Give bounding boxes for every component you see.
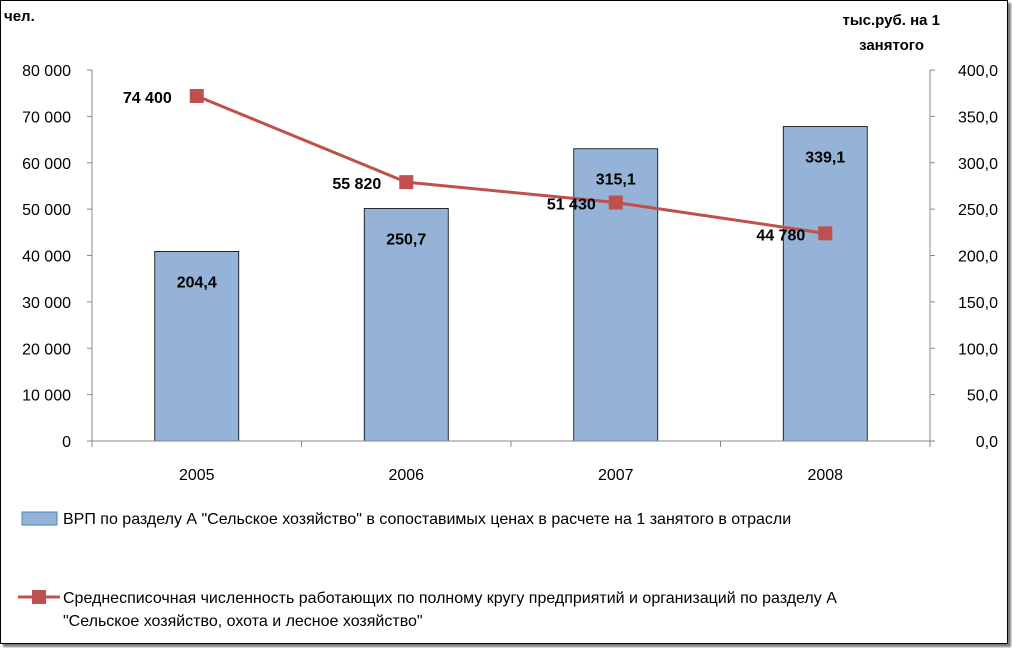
bar-data-label: 339,1 xyxy=(805,149,845,166)
legend: ВРП по разделу А "Сельское хозяйство" в … xyxy=(18,511,837,630)
legend-bar-label: ВРП по разделу А "Сельское хозяйство" в … xyxy=(63,511,791,528)
bar xyxy=(154,251,240,442)
bar xyxy=(782,126,868,442)
x-tick-label: 2007 xyxy=(598,467,634,484)
left-tick-label: 0 xyxy=(62,434,71,451)
right-axis-ticks: 0,0 50,0 100,0 150,0 200,0 250,0 300,0 350,0 400… xyxy=(930,63,998,451)
right-tick-label: 400,0 xyxy=(958,63,998,80)
line-point xyxy=(189,88,204,103)
legend-line-marker xyxy=(32,590,46,604)
bar-data-label: 315,1 xyxy=(596,172,636,189)
bar xyxy=(363,208,449,442)
right-axis-title-line2: занятого xyxy=(859,37,924,54)
bar-series: 204,4 250,7 315,1 339,1 xyxy=(154,126,868,442)
line-data-label: 44 780 xyxy=(756,227,805,244)
left-tick-label: 70 000 xyxy=(22,109,71,126)
x-tick-label: 2005 xyxy=(179,467,215,484)
right-tick-label: 50,0 xyxy=(967,388,998,405)
left-tick-label: 50 000 xyxy=(22,202,71,219)
line-point xyxy=(608,195,623,210)
line-data-label: 51 430 xyxy=(547,196,596,213)
left-tick-label: 10 000 xyxy=(22,388,71,405)
axes xyxy=(91,70,931,447)
left-tick-label: 80 000 xyxy=(22,63,71,80)
line-series: 74 400 55 820 51 430 44 780 xyxy=(123,88,833,244)
legend-line-label-2: "Сельское хозяйство, охота и лесное хозя… xyxy=(63,613,423,630)
right-tick-label: 300,0 xyxy=(958,156,998,173)
right-tick-label: 250,0 xyxy=(958,202,998,219)
right-tick-label: 150,0 xyxy=(958,295,998,312)
line-point xyxy=(399,175,414,190)
right-tick-label: 200,0 xyxy=(958,249,998,266)
left-tick-label: 60 000 xyxy=(22,156,71,173)
bar-data-label: 204,4 xyxy=(177,274,217,291)
line-path xyxy=(196,94,826,235)
left-axis-title: чел. xyxy=(4,8,35,25)
line-data-label: 55 820 xyxy=(332,176,381,193)
x-tick-label: 2008 xyxy=(807,467,843,484)
legend-line-label-1: Среднесписочная численность работающих п… xyxy=(63,590,837,607)
x-axis-ticks: 2005 2006 2007 2008 xyxy=(179,467,843,484)
left-tick-label: 20 000 xyxy=(22,341,71,358)
x-tick-label: 2006 xyxy=(388,467,424,484)
right-tick-label: 350,0 xyxy=(958,109,998,126)
right-tick-label: 100,0 xyxy=(958,341,998,358)
right-axis-title-line1: тыс.руб. на 1 xyxy=(843,12,941,29)
left-tick-label: 30 000 xyxy=(22,295,71,312)
legend-bar-swatch xyxy=(21,511,58,526)
left-tick-label: 40 000 xyxy=(22,249,71,266)
bar-data-label: 250,7 xyxy=(386,231,426,248)
right-tick-label: 0,0 xyxy=(976,434,998,451)
bar xyxy=(573,148,659,442)
left-axis-ticks: 0 10 000 20 000 30 000 40 000 50 000 60 000 70 … xyxy=(22,63,92,451)
line-point xyxy=(818,226,833,241)
line-data-label: 74 400 xyxy=(123,90,172,107)
